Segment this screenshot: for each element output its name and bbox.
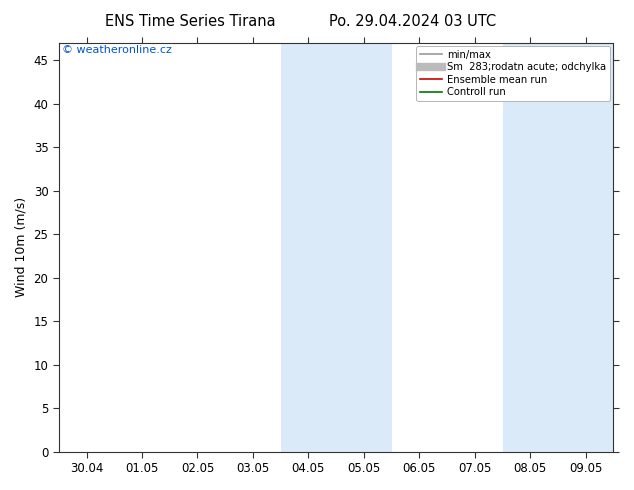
Y-axis label: Wind 10m (m/s): Wind 10m (m/s): [15, 197, 28, 297]
Legend: min/max, Sm  283;rodatn acute; odchylka, Ensemble mean run, Controll run: min/max, Sm 283;rodatn acute; odchylka, …: [417, 46, 611, 101]
Text: ENS Time Series Tirana: ENS Time Series Tirana: [105, 14, 276, 29]
Bar: [503, 43, 614, 452]
Bar: [281, 43, 392, 452]
Text: Po. 29.04.2024 03 UTC: Po. 29.04.2024 03 UTC: [328, 14, 496, 29]
Text: © weatheronline.cz: © weatheronline.cz: [61, 45, 171, 55]
